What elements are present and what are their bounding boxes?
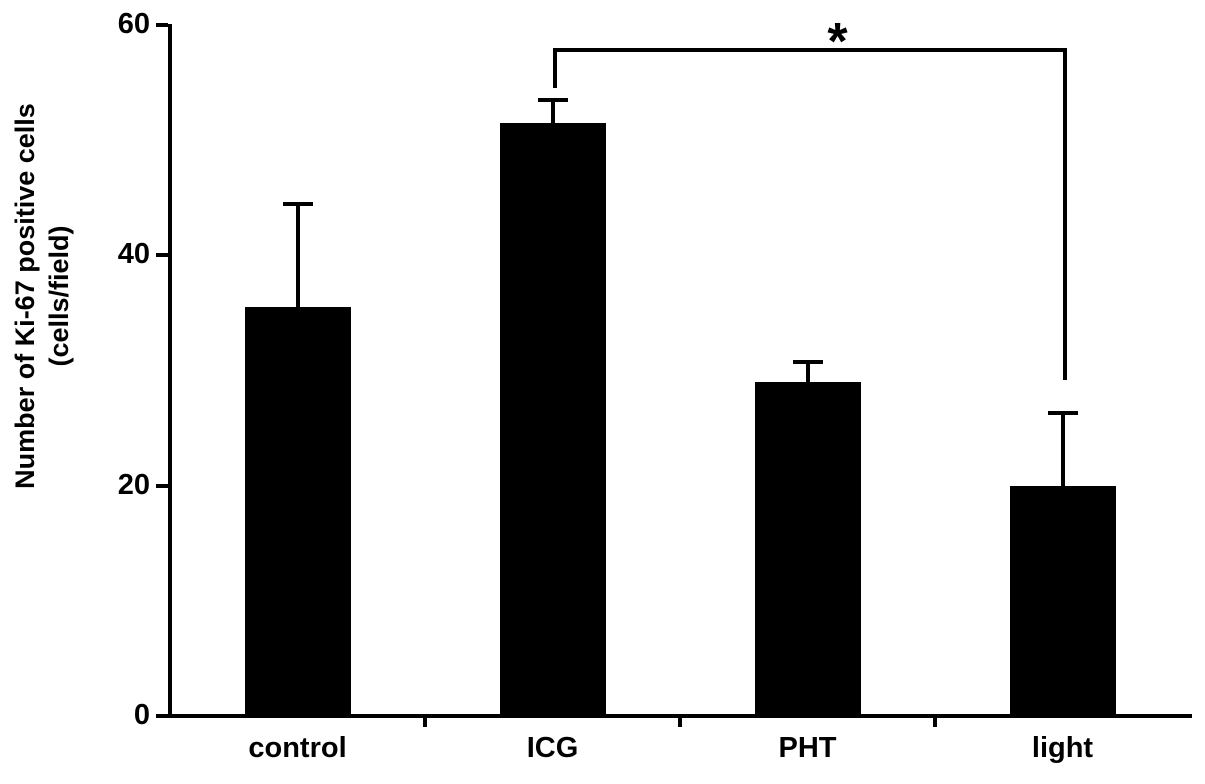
significance-bracket-right-drop <box>1062 48 1067 380</box>
error-bar-line <box>295 203 300 310</box>
bar-light <box>1009 485 1116 716</box>
bar-PHT <box>754 382 861 716</box>
significance-asterisk: * <box>827 13 848 72</box>
error-bar-cap <box>1047 411 1078 416</box>
error-bar-line <box>805 362 810 385</box>
error-bar-cap <box>282 201 313 206</box>
x-category-label: ICG <box>526 732 579 764</box>
x-tick-mark <box>423 718 427 727</box>
y-tick-label: 60 <box>117 8 150 40</box>
x-category-label: light <box>1031 732 1094 764</box>
x-category-label: control <box>248 732 347 764</box>
error-bar-cap <box>537 97 568 102</box>
bar-control <box>244 307 351 716</box>
error-bar-line <box>550 99 555 125</box>
error-bar-line <box>1060 413 1065 488</box>
x-axis-line <box>168 714 1192 718</box>
y-tick-mark <box>156 23 168 27</box>
y-tick-label: 0 <box>133 699 150 731</box>
bar-ICG <box>499 122 606 716</box>
x-category-label: PHT <box>778 732 837 764</box>
significance-bracket-left-drop <box>552 48 557 89</box>
x-tick-mark <box>933 718 937 727</box>
y-tick-label: 20 <box>117 468 150 501</box>
y-tick-mark <box>156 714 168 718</box>
y-tick-mark <box>156 483 168 488</box>
error-bar-cap <box>792 360 823 365</box>
y-tick-mark <box>156 253 168 258</box>
significance-bracket-top <box>552 48 1067 53</box>
x-tick-mark <box>678 718 682 727</box>
y-tick-label: 40 <box>117 238 150 271</box>
y-axis-line <box>168 24 172 718</box>
